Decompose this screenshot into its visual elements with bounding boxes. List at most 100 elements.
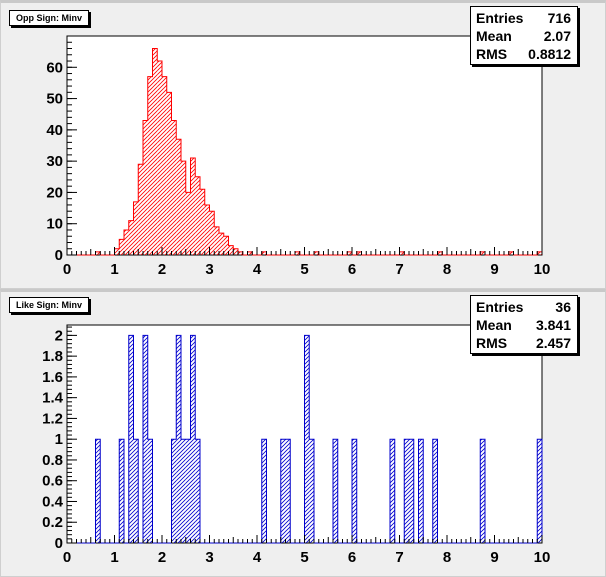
histogram-bins — [95, 48, 542, 256]
histogram-bar — [157, 61, 162, 256]
stats-mean-label: Mean — [476, 28, 512, 44]
stats-entries-label: Entries — [476, 10, 524, 26]
stats-entries-value: 716 — [547, 10, 571, 26]
histogram-bar — [152, 48, 158, 256]
histogram-bar — [233, 248, 238, 255]
histogram-bar — [537, 251, 542, 255]
histogram-bar — [190, 158, 196, 255]
histogram-bar — [352, 439, 357, 543]
histogram-bar — [209, 211, 215, 255]
y-tick-label: 20 — [46, 184, 63, 201]
like-sign-pad: 0 1 2 3 4 5 6 7 8 9 10 0 0.2 0.4 0.6 0.8 1 1.2 1.4 1.6 1.8 2 … — [0, 289, 606, 577]
x-tick-label: 9 — [490, 549, 498, 566]
histogram-bar — [295, 251, 300, 255]
histogram-bar — [185, 439, 191, 543]
stats-rms-row: RMS 0.8812 — [471, 45, 577, 63]
histogram-bar — [114, 248, 120, 255]
histogram-bar — [128, 335, 134, 543]
histogram-bar — [214, 226, 219, 255]
histogram-bar — [261, 251, 267, 255]
stats-rms-row: RMS 2.457 — [471, 334, 577, 352]
y-tick-label: 50 — [46, 91, 63, 108]
histogram-bar — [171, 439, 177, 543]
stats-rms-label: RMS — [476, 46, 508, 62]
y-tick-label: 30 — [46, 153, 63, 170]
x-tick-label: 7 — [395, 261, 403, 278]
histogram-bar — [508, 251, 514, 255]
histogram-bar — [390, 439, 395, 543]
histogram-bar — [223, 236, 229, 255]
histogram-bar — [200, 189, 205, 255]
histogram-bar — [162, 76, 167, 256]
histogram-bar — [195, 176, 200, 255]
x-tick-label: 2 — [158, 549, 166, 566]
x-tick-label: 2 — [158, 261, 166, 278]
opp-sign-histogram: 0 1 2 3 4 5 6 7 8 9 10 0 10 20 30 40 50 60 — [46, 35, 551, 278]
histogram-bar — [185, 192, 191, 255]
histogram-bar — [314, 251, 319, 255]
x-tick-label: 8 — [443, 261, 451, 278]
stats-entries-value: 36 — [555, 299, 571, 315]
histogram-bar — [238, 251, 243, 255]
x-tick-label: 0 — [63, 261, 71, 278]
x-tick-label: 3 — [205, 261, 213, 278]
histogram-bar — [228, 245, 234, 255]
x-tick-label: 3 — [205, 549, 213, 566]
stats-rms-label: RMS — [476, 335, 508, 351]
histogram-bar — [176, 335, 181, 543]
stats-mean-row: Mean 2.07 — [471, 27, 577, 45]
histogram-bar — [128, 220, 134, 255]
histogram-bar — [304, 335, 310, 543]
y-tick-label: 60 — [46, 59, 63, 76]
histogram-bar — [280, 439, 286, 543]
y-tick-label: 0 — [55, 247, 63, 264]
x-tick-label: 10 — [534, 261, 551, 278]
y-tick-label: 0.8 — [42, 452, 63, 469]
histogram-bar — [119, 439, 124, 543]
x-tick-label: 4 — [253, 549, 262, 566]
x-tick-label: 1 — [110, 549, 118, 566]
y-tick-label: 0 — [55, 535, 63, 552]
x-tick-label: 9 — [490, 261, 498, 278]
stats-entries-label: Entries — [476, 299, 524, 315]
histogram-bar — [138, 164, 143, 255]
histogram-outline — [67, 48, 543, 256]
histogram-bar — [143, 120, 148, 255]
histogram-bar — [404, 439, 409, 543]
x-tick-label: 4 — [253, 261, 262, 278]
histogram-bar — [181, 161, 186, 255]
x-tick-label: 8 — [443, 549, 451, 566]
histogram-bar — [356, 251, 362, 255]
like-sign-title: Like Sign: Minv — [9, 297, 90, 313]
x-tick-label: 5 — [300, 549, 308, 566]
histogram-bins — [95, 335, 542, 543]
x-tick-label: 10 — [534, 549, 551, 566]
opp-sign-title: Opp Sign: Minv — [9, 10, 89, 26]
stats-mean-label: Mean — [476, 317, 512, 333]
x-tick-label: 6 — [348, 549, 356, 566]
histogram-bar — [133, 201, 139, 255]
stats-rms-value: 0.8812 — [528, 46, 571, 62]
x-tick-label: 6 — [348, 261, 356, 278]
histogram-bar — [95, 251, 101, 255]
y-tick-label: 0.2 — [42, 514, 63, 531]
opp-sign-stats-box: Entries 716 Mean 2.07 RMS 0.8812 — [470, 6, 578, 65]
y-tick-label: 1.4 — [42, 390, 64, 407]
y-tick-label: 0.6 — [42, 473, 63, 490]
histogram-bar — [176, 139, 181, 255]
histogram-bar — [261, 439, 267, 543]
y-tick-label: 2 — [55, 327, 63, 344]
stats-entries-row: Entries 716 — [471, 9, 577, 27]
histogram-bar — [432, 439, 438, 543]
y-tick-label: 1.8 — [42, 348, 63, 365]
histogram-bar — [309, 439, 314, 543]
x-tick-label: 5 — [300, 261, 308, 278]
histogram-bar — [147, 439, 153, 543]
x-tick-label: 0 — [63, 549, 71, 566]
histogram-bar — [333, 439, 338, 543]
histogram-bar — [124, 229, 129, 255]
stats-mean-value: 3.841 — [535, 317, 571, 333]
y-tick-label: 1 — [55, 431, 63, 448]
histogram-bar — [95, 439, 101, 543]
stats-entries-row: Entries 36 — [471, 298, 577, 316]
